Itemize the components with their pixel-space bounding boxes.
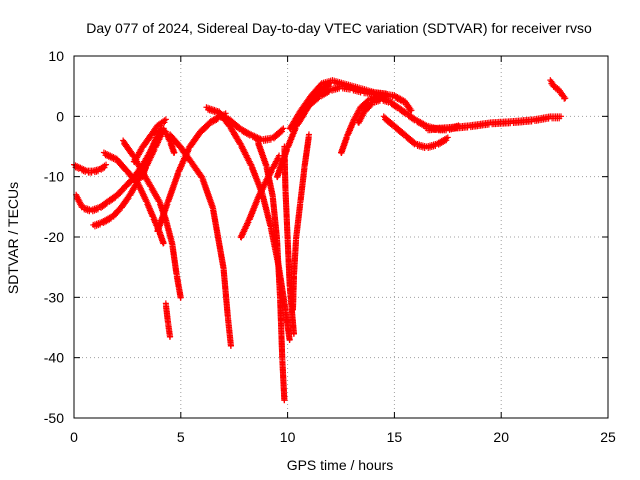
data-point-arc-7-10h — [286, 336, 293, 343]
data-point-arc-early-2 — [115, 208, 122, 215]
data-point-dip-9h — [280, 125, 287, 132]
data-point-arc-early-2 — [124, 196, 131, 203]
data-point-arc-early-1 — [119, 187, 126, 194]
axis-ticks: 0 5 10 15 20 25 10 0 -10 -20 -30 -40 -50 — [44, 48, 616, 445]
data-point-peak-4h — [162, 116, 169, 123]
data-point-peak-12h-b — [304, 106, 311, 113]
x-tick-label: 10 — [280, 429, 296, 445]
data-point-arc-mid-6h — [195, 133, 202, 140]
data-point-peak-4h — [161, 119, 168, 126]
data-point-peak-12h-a — [316, 84, 323, 91]
data-point-peak-12h-b — [313, 96, 320, 103]
data-point-flat-start-a — [103, 161, 110, 168]
y-tick-label: -30 — [44, 289, 64, 305]
y-tick-label: 0 — [56, 108, 64, 124]
data-point-rise-8h — [275, 156, 282, 163]
data-points — [71, 77, 569, 404]
data-point-peak-12h-b — [408, 107, 415, 114]
data-point-rise-8h — [245, 219, 252, 226]
x-tick-label: 0 — [70, 429, 78, 445]
x-tick-label: 5 — [177, 429, 185, 445]
data-point-peak-4h — [145, 136, 152, 143]
data-point-drop-4h — [160, 240, 167, 247]
data-point-dip-9h — [277, 129, 284, 136]
data-point-rise-fall-5h — [177, 294, 184, 301]
data-point-dip-9h — [278, 128, 285, 135]
data-point-dip-16h — [444, 134, 451, 141]
data-point-spike-9.7h — [281, 396, 288, 403]
y-tick-label: -10 — [44, 169, 64, 185]
data-point-flat-start-a — [101, 164, 108, 171]
data-point-cross-arc-5h — [171, 149, 178, 156]
y-tick-label: -50 — [44, 410, 64, 426]
chart-title: Day 077 of 2024, Sidereal Day-to-day VTE… — [86, 20, 592, 36]
y-axis-label: SDTVAR / TECUs — [5, 182, 21, 294]
x-axis-label: GPS time / hours — [287, 457, 394, 473]
y-tick-label: -20 — [44, 229, 64, 245]
x-tick-label: 20 — [493, 429, 509, 445]
data-point-rise-8h — [254, 198, 261, 205]
data-point-short-4h — [167, 333, 174, 340]
data-point-tail-18-21h — [558, 113, 565, 120]
data-point-arc-6-7h — [227, 342, 234, 349]
data-point-arc-mid-6h — [205, 122, 212, 129]
data-point-cross-arc-5h — [153, 134, 160, 141]
data-point-late-arc-13h — [367, 102, 374, 109]
x-tick-label: 25 — [600, 429, 616, 445]
y-tick-label: 10 — [48, 48, 64, 64]
data-point-rise-8h — [276, 152, 283, 159]
data-point-tail-spike-22h — [562, 95, 569, 102]
data-point-drop-10.5h — [289, 306, 296, 313]
y-tick-label: -40 — [44, 350, 64, 366]
x-tick-label: 15 — [387, 429, 403, 445]
